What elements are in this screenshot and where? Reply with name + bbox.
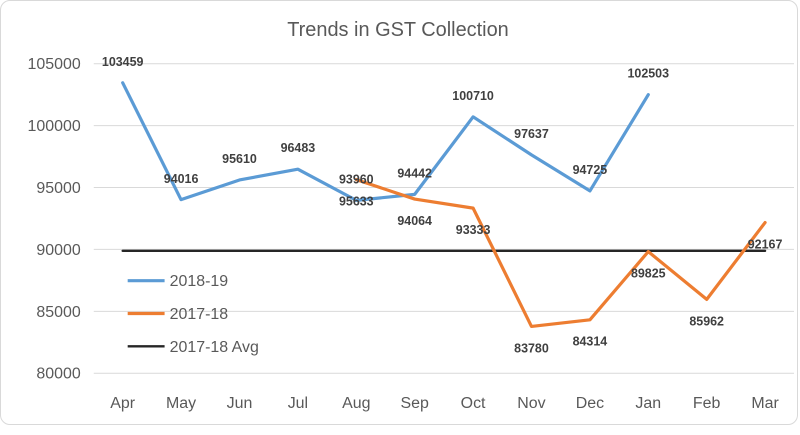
data-label-2017-18-nov: 83780 — [514, 341, 549, 355]
data-label-2017-18-feb: 85962 — [689, 314, 724, 328]
data-label-2018-19-jun: 95610 — [222, 152, 257, 166]
series-line-2018-19 — [121, 81, 650, 202]
data-label-2017-18-jan: 89825 — [631, 266, 666, 280]
y-axis-tick-label: 90000 — [36, 242, 81, 259]
data-label-2017-18-aug: 95633 — [339, 195, 374, 209]
y-axis-tick-label: 105000 — [28, 56, 81, 73]
data-label-2018-19-aug: 93960 — [339, 172, 374, 186]
x-axis-tick-label: May — [166, 395, 196, 412]
legend-label-2018-19: 2018-19 — [170, 273, 229, 290]
data-label-2018-19-may: 94016 — [164, 172, 199, 186]
data-label-2017-18-dec: 84314 — [573, 335, 608, 349]
x-axis-tick-label: Sep — [400, 395, 429, 412]
data-label-2018-19-jul: 96483 — [281, 141, 316, 155]
legend-label-2017-18-avg: 2017-18 Avg — [170, 339, 259, 356]
y-axis-tick-label: 100000 — [28, 118, 81, 135]
data-label-2017-18-oct: 93333 — [456, 223, 491, 237]
x-axis-tick-label: Jun — [227, 395, 253, 412]
y-axis-tick-label: 85000 — [36, 304, 81, 321]
x-axis-tick-label: Mar — [751, 395, 779, 412]
chart-svg: Trends in GST Collection 80000 85000 90000… — [28, 19, 795, 412]
data-label-2017-18-mar: 92167 — [748, 237, 783, 251]
x-axis-tick-label: Nov — [517, 395, 545, 412]
y-axis-tick-label: 95000 — [36, 180, 81, 197]
data-label-2018-19-sep: 94442 — [397, 167, 432, 181]
x-axis-tick-label: Jul — [288, 395, 308, 412]
x-axis-tick-label: Aug — [342, 395, 370, 412]
chart-title: Trends in GST Collection — [287, 19, 509, 41]
data-label-2018-19-jan: 102503 — [628, 67, 670, 81]
chart-container: Trends in GST Collection 80000 85000 90000… — [0, 0, 798, 425]
x-axis-tick-label: Dec — [576, 395, 604, 412]
x-axis-tick-label: Apr — [110, 395, 136, 412]
data-label-2018-19-apr: 103459 — [102, 55, 144, 69]
legend-label-2017-18: 2017-18 — [170, 306, 229, 323]
y-axis-tick-label: 80000 — [36, 366, 81, 383]
series-line-2017-18 — [354, 178, 767, 329]
data-label-2017-18-sep: 94064 — [397, 214, 432, 228]
x-axis-tick-label: Feb — [693, 395, 721, 412]
chart-plot: 80000 85000 90000 95000 100000 105000 Apr May Ju… — [28, 55, 795, 412]
x-axis-tick-label: Jan — [635, 395, 661, 412]
data-label-2018-19-oct: 100710 — [452, 89, 494, 103]
data-label-2018-19-nov: 97637 — [514, 127, 549, 141]
x-axis-tick-label: Oct — [461, 395, 486, 412]
data-label-2018-19-dec: 94725 — [573, 163, 608, 177]
